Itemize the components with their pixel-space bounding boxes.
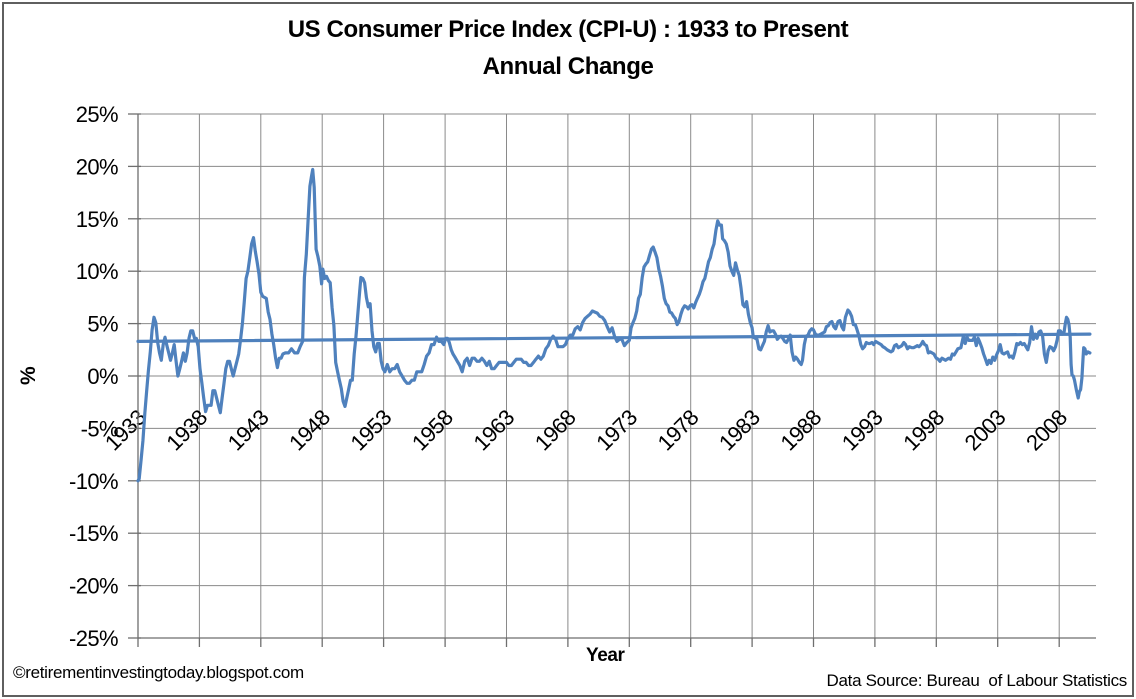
x-tick-label: 1998 [898, 405, 949, 456]
x-axis-title: Year [586, 645, 625, 666]
y-tick-label: -10% [69, 469, 118, 494]
y-tick-label: -5% [81, 416, 118, 441]
y-tick-label: -25% [69, 626, 118, 651]
x-tick-label: 1958 [407, 405, 458, 456]
y-tick-label: 10% [76, 259, 118, 284]
x-tick-label: 1943 [223, 405, 274, 456]
x-tick-label: 1963 [468, 405, 519, 456]
y-tick-label: -15% [69, 521, 118, 546]
y-tick-label: 0% [87, 364, 118, 389]
x-tick-label: 1993 [837, 405, 888, 456]
x-tick-label: 2003 [960, 405, 1011, 456]
cpi-annual-change-line [136, 167, 1092, 483]
x-tick-label: 1953 [346, 405, 397, 456]
x-tick-label: 2008 [1021, 405, 1072, 456]
x-tick-label: 1968 [530, 405, 581, 456]
y-tick-label: -20% [69, 574, 118, 599]
x-tick-label: 1988 [775, 405, 826, 456]
x-tick-label: 1983 [714, 405, 765, 456]
y-axis-title: % [17, 366, 40, 385]
x-tick-label: 1973 [591, 405, 642, 456]
chart-title: US Consumer Price Index (CPI-U) : 1933 t… [287, 16, 849, 43]
x-tick-label: 1978 [653, 405, 704, 456]
x-tick-label: 1948 [284, 405, 335, 456]
data-source-text: Data Source: Bureau of Labour Statistics [826, 671, 1128, 690]
chart-subtitle: Annual Change [482, 53, 654, 80]
y-tick-label: 25% [76, 102, 118, 127]
y-tick-label: 15% [76, 207, 118, 232]
copyright-text: ©retirementinvestingtoday.blogspot.com [13, 663, 304, 682]
y-tick-label: 20% [76, 154, 118, 179]
y-tick-label: 5% [87, 312, 118, 337]
